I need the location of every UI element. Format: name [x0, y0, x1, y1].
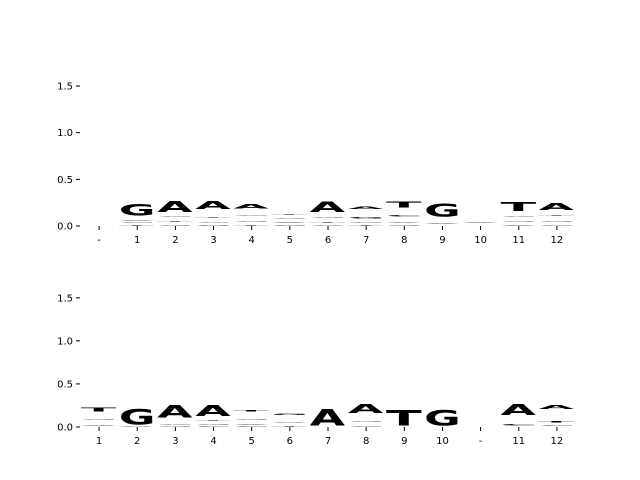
logo-letter-g: G — [500, 221, 537, 222]
logo-letter-a: A — [195, 402, 231, 420]
logo-letter-g: G — [233, 419, 270, 420]
logo-letter-a: A — [539, 201, 575, 212]
x-tick-label: 1 — [96, 436, 102, 447]
logo-letter-g: G — [539, 221, 576, 222]
logo-letter-a: A — [157, 403, 193, 422]
x-tick-label: 8 — [401, 235, 407, 246]
logo-letter-t: T — [272, 214, 309, 215]
logo-letter-g: G — [157, 225, 194, 226]
logo-letter-g: G — [195, 424, 232, 425]
logo-letter-a: A — [157, 198, 193, 216]
logo-letter-t: T — [195, 420, 232, 421]
logo-letter-a: A — [310, 406, 346, 431]
logo-letter-t: T — [500, 200, 536, 214]
x-tick-label: 3 — [172, 436, 178, 447]
logo-letter-g: G — [233, 221, 270, 222]
logo-letter-g: G — [424, 200, 461, 221]
logo-letter-a: A — [500, 401, 536, 418]
y-tick-label: 0.0 — [57, 423, 73, 434]
x-tick-label: - — [479, 436, 483, 447]
logo-letter-t: T — [233, 225, 270, 226]
logo-letter-t: T — [386, 406, 423, 431]
logo-letter-t: T — [233, 410, 270, 412]
logo-letter-t: T — [272, 426, 309, 427]
logo-letter-a: A — [539, 404, 576, 410]
logo-letter-a: A — [424, 223, 459, 224]
logo-letter-a: A — [310, 199, 345, 215]
logo-letter-g: G — [310, 217, 347, 218]
logo-letter-a: A — [272, 422, 307, 423]
logo-letter-t: T — [539, 215, 576, 216]
logo-letter-c: C — [386, 216, 423, 217]
logo-letter-g: G — [424, 406, 461, 430]
x-tick-label: 12 — [551, 235, 564, 246]
logo-letter-t: T — [539, 421, 576, 423]
y-tick-label: 1.5 — [57, 82, 73, 93]
logo-letter-c: C — [348, 426, 385, 427]
x-tick-label: 1 — [134, 235, 140, 246]
x-tick-label: 9 — [439, 235, 445, 246]
logo-letter-a: A — [386, 222, 421, 223]
y-tick-label: 0.5 — [57, 175, 73, 186]
x-tick-label: 7 — [363, 235, 369, 246]
logo-letter-a: A — [348, 206, 383, 210]
logo-letter-a: A — [119, 220, 154, 221]
logo-letter-c: C — [195, 223, 232, 224]
logo-letter-a: A — [81, 425, 116, 426]
x-tick-label: 12 — [551, 436, 564, 447]
logo-letter-c: C — [233, 215, 270, 216]
x-tick-label: 2 — [134, 436, 140, 447]
logo-letter-t: T — [310, 222, 347, 223]
logo-panel-top: 0.00.51.01.5- 1TCAG2GTCA3GCTA4TGCA5GACT6C… — [57, 82, 576, 247]
logo-letter-g: G — [119, 201, 156, 220]
logo-letter-c: C — [157, 424, 194, 425]
x-tick-label: - — [97, 235, 101, 246]
x-tick-label: 6 — [325, 235, 331, 246]
logo-letter-t: T — [157, 221, 194, 222]
x-tick-label: 10 — [436, 436, 449, 447]
x-tick-label: 11 — [512, 436, 525, 447]
logo-panel-bottom: 0.00.51.01.51CAGT2AG3GCA4CGTA5CAGT6TAG7T… — [57, 293, 576, 447]
x-tick-label: 5 — [249, 436, 255, 447]
x-tick-label: 2 — [172, 235, 178, 246]
y-tick-label: 0.0 — [57, 222, 73, 233]
y-tick-label: 0.5 — [57, 379, 73, 390]
logo-letter-c: C — [500, 424, 537, 426]
y-tick-label: 1.0 — [57, 336, 73, 347]
x-tick-label: 9 — [401, 436, 407, 447]
x-tick-label: 3 — [210, 235, 216, 246]
logo-letter-g: G — [119, 406, 156, 430]
x-tick-label: 10 — [474, 235, 487, 246]
logo-letter-a: A — [233, 202, 269, 210]
logo-letter-a: A — [233, 424, 268, 425]
logo-letter-c: C — [348, 222, 385, 223]
logo-letter-c: C — [157, 216, 194, 217]
x-tick-label: 4 — [210, 436, 216, 447]
logo-letter-a: A — [272, 223, 307, 224]
logo-letter-t: T — [195, 217, 232, 218]
logo-letter-c: C — [272, 218, 309, 219]
x-tick-label: 8 — [363, 436, 369, 447]
logo-letter-g: G — [348, 217, 385, 218]
logo-letter-c: C — [539, 225, 576, 226]
y-tick-label: 1.5 — [57, 293, 73, 304]
x-tick-label: 5 — [287, 235, 293, 246]
logo-letter-g: G — [81, 419, 118, 420]
y-tick-label: 1.0 — [57, 128, 73, 139]
logo-letter-t: T — [386, 200, 422, 209]
x-tick-label: 6 — [287, 436, 293, 447]
logo-letter-t: T — [81, 407, 118, 413]
logo-letter-g: G — [272, 414, 309, 415]
logo-letter-g: G — [386, 226, 423, 227]
logo-letter-g: G — [348, 421, 385, 422]
x-tick-label: 4 — [249, 235, 255, 246]
logo-letter-a: A — [500, 225, 535, 226]
logo-letter-c: C — [500, 216, 537, 217]
logo-letter-a: A — [195, 199, 231, 212]
x-tick-label: 7 — [325, 436, 331, 447]
x-tick-label: 11 — [512, 235, 525, 246]
logo-letter-a: A — [348, 402, 384, 416]
logo-letter-t: T — [348, 226, 385, 227]
